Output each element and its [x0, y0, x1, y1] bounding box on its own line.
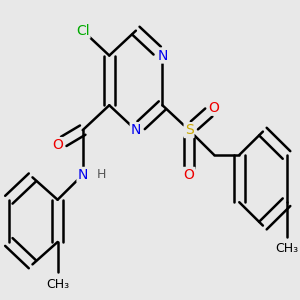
Text: O: O [209, 101, 220, 115]
Text: S: S [185, 123, 194, 137]
Text: O: O [184, 168, 194, 182]
Text: N: N [157, 49, 168, 62]
Text: H: H [97, 168, 106, 182]
Text: Cl: Cl [76, 24, 89, 38]
Text: N: N [131, 123, 141, 137]
Text: N: N [77, 168, 88, 182]
Text: CH₃: CH₃ [275, 242, 298, 255]
Text: CH₃: CH₃ [46, 278, 69, 291]
Text: O: O [52, 138, 63, 152]
